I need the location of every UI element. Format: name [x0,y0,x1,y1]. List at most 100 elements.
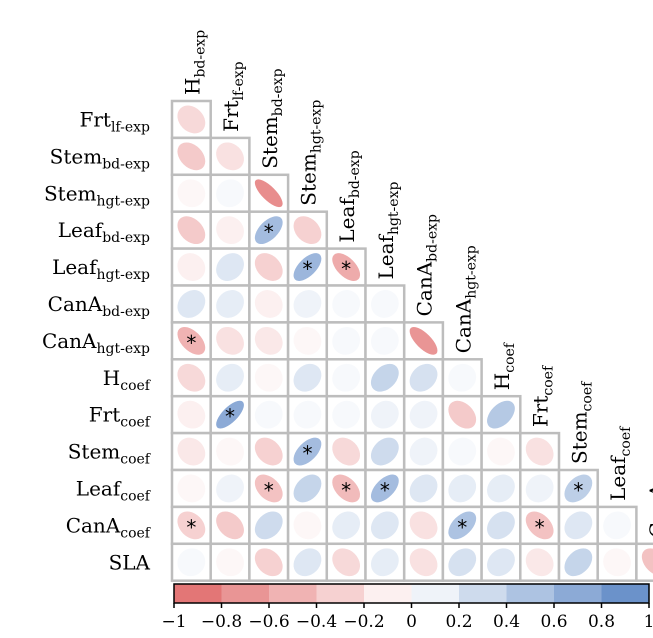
correlation-ellipse [409,474,438,503]
correlation-ellipse [293,253,322,281]
significance-star: * [341,478,351,502]
correlation-ellipse [370,548,399,577]
colorbar-segment [554,584,602,603]
correlation-ellipse [177,290,206,318]
correlation-ellipse [254,326,283,355]
row-label-stem-hgt-exp: Stemhgt-exp [44,181,150,209]
col-label-stem-hgt-exp: Stemhgt-exp [296,100,324,206]
correlation-ellipse [177,363,206,392]
correlation-ellipse [216,548,244,577]
significance-markers: * * * * * * * * * * * * * [186,220,583,539]
significance-star: * [341,257,351,281]
significance-star: * [535,515,545,539]
row-label-leaf-bd-exp: Leafbd-exp [58,218,150,246]
colorbar-tick-label: 1 [644,612,653,632]
col-label-h-bd-exp: Hbd-exp [180,30,208,95]
correlation-ellipse [293,290,322,318]
correlation-ellipse [177,437,206,466]
correlation-ellipse [177,216,206,245]
significance-star: * [302,257,312,281]
correlation-ellipse [332,400,361,429]
correlation-ellipse [216,216,244,245]
correlation-ellipse [177,400,206,429]
correlation-ellipse [603,511,631,540]
row-label-stem-coef: Stemcoef [68,440,152,468]
correlation-ellipse [254,216,283,245]
correlation-ellipse [216,326,244,355]
correlation-ellipse [216,142,244,171]
correlation-ellipse [332,253,361,281]
correlation-ellipse [603,548,631,577]
colorbar-tick-label: −0.6 [248,612,289,632]
correlation-ellipse [177,474,206,503]
correlation-ellipse [448,437,477,466]
correlation-ellipse [332,474,361,503]
matrix-ellipses [177,105,653,577]
correlation-ellipse [254,253,283,281]
colorbar-segment [364,584,412,603]
significance-star: * [302,442,312,466]
correlation-ellipse [216,290,244,318]
correlation-ellipse [487,400,515,429]
correlation-ellipse [293,216,322,245]
correlation-ellipse [409,326,438,355]
correlation-ellipse [525,548,554,577]
correlation-ellipse [487,437,515,466]
correlation-ellipse [254,290,283,318]
col-label-stem-coef: Stemcoef [567,380,595,464]
correlation-ellipse [448,511,477,540]
colorbar: −1 −0.8 −0.6 −0.4 −0.2 0 0.2 0.4 0.6 0.8 1 [161,583,653,632]
colorbar-segment [601,584,650,603]
correlation-ellipse [487,511,515,540]
correlation-ellipse [293,363,322,392]
correlation-ellipse [293,511,322,540]
colorbar-segment [506,584,555,603]
colorbar-segment [221,584,270,603]
row-label-sla: SLA [109,550,151,574]
correlation-ellipse [332,511,361,540]
correlation-ellipse [409,548,438,577]
correlation-ellipse [525,437,554,466]
correlation-ellipse [448,363,477,392]
row-label-stem-bd-exp: Stembd-exp [50,144,150,172]
significance-star: * [264,478,274,502]
colorbar-tick-label: −0.2 [343,612,384,632]
correlation-ellipse [216,400,244,429]
correlation-ellipse [216,363,244,392]
correlation-ellipse [216,253,244,281]
correlation-ellipse [487,548,515,577]
row-label-frt-lf-exp: Frtlf-exp [79,107,150,135]
correlation-ellipse [216,179,244,208]
colorbar-segment [174,584,222,603]
correlation-ellipse [254,474,283,503]
correlation-ellipse [332,326,361,355]
correlation-ellipse [448,474,477,503]
correlation-ellipse [525,474,554,503]
col-label-stem-bd-exp: Stembd-exp [258,68,286,168]
correlation-ellipse [409,511,438,540]
correlation-ellipse [254,548,283,577]
colorbar-segment [269,584,317,603]
matrix-cells [170,99,653,582]
correlation-ellipse [370,290,399,318]
correlation-ellipse [216,474,244,503]
row-label-leaf-coef: Leafcoef [76,476,152,504]
correlation-ellipse [254,437,283,466]
correlation-ellipse [332,363,361,392]
row-label-cana-bd-exp: CanAbd-exp [48,292,150,320]
correlation-ellipse [293,474,322,503]
correlation-ellipse [370,474,399,503]
correlation-ellipse [177,548,206,577]
significance-star: * [186,331,196,355]
row-labels: Frtlf-exp Stembd-exp Stemhgt-exp Leafbd-exp… [42,107,152,574]
col-label-leaf-coef: Leafcoef [606,425,634,501]
correlation-ellipse [254,511,283,540]
correlation-ellipse [564,474,593,503]
correlation-ellipse [409,400,438,429]
row-label-frt-coef: Frtcoef [89,403,152,431]
significance-star: * [264,220,274,244]
colorbar-tick-label: 0.6 [540,612,567,632]
significance-star: * [225,405,235,429]
col-label-cana-bd-exp: CanAbd-exp [413,214,441,316]
